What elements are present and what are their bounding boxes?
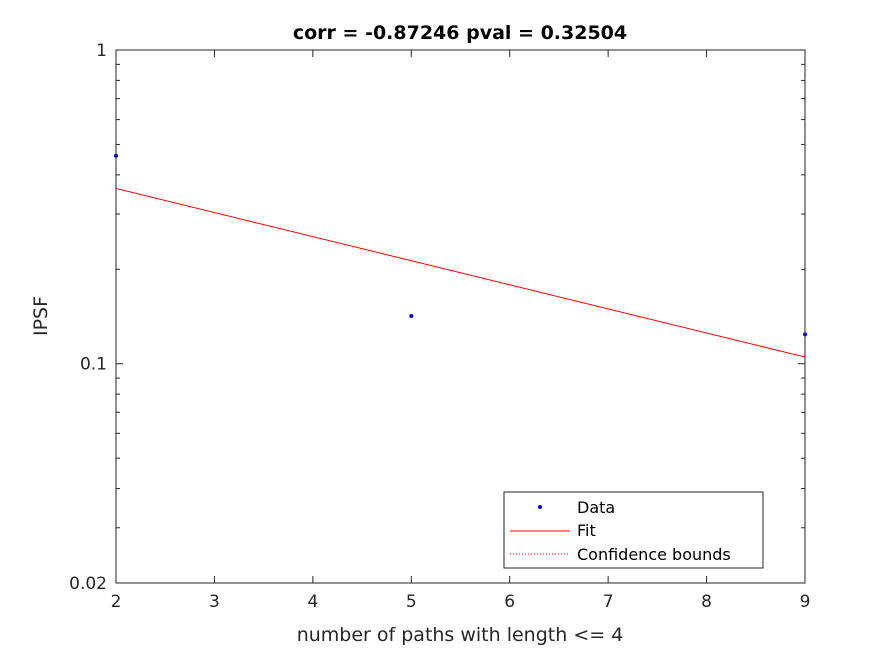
chart-title: corr = -0.87246 pval = 0.32504 (293, 22, 627, 44)
y-tick-label: 0.02 (69, 574, 107, 594)
y-axis-label: IPSF (30, 296, 52, 336)
x-axis-label: number of paths with length <= 4 (297, 624, 624, 646)
x-tick-label: 4 (307, 592, 318, 612)
x-tick-label: 6 (504, 592, 515, 612)
legend-fit-label: Fit (577, 521, 596, 540)
fit-line (115, 187, 806, 358)
y-tick-label: 1 (96, 41, 107, 61)
x-tick-label: 9 (800, 592, 811, 612)
data-point (409, 313, 414, 318)
y-tick-label: 0.1 (80, 355, 107, 375)
x-tick-label: 5 (406, 592, 417, 612)
x-tick-label: 3 (209, 592, 220, 612)
x-tick-label: 2 (111, 592, 122, 612)
x-tick-label: 7 (603, 592, 614, 612)
legend-box (503, 491, 764, 569)
x-tick-label: 8 (701, 592, 712, 612)
legend-confidence-label: Confidence bounds (577, 545, 731, 564)
plot-frame (115, 49, 806, 584)
legend: Data Fit Confidence bounds (503, 491, 764, 569)
legend-data-label: Data (577, 498, 615, 517)
legend-data-marker (538, 505, 542, 509)
